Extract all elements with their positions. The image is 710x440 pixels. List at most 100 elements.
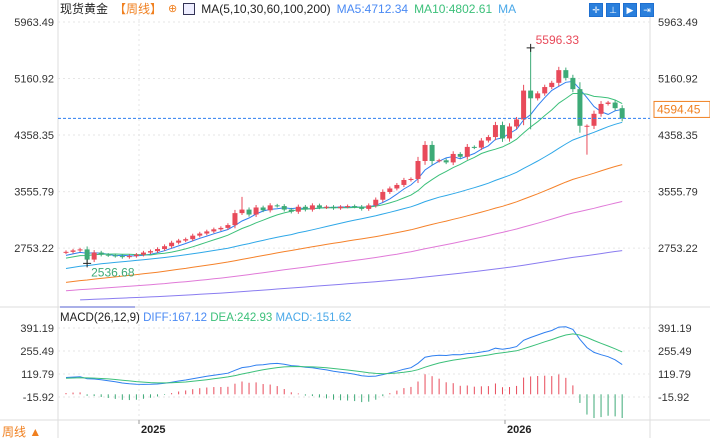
candle-body bbox=[169, 242, 175, 247]
candle-body bbox=[147, 251, 153, 253]
candle-body bbox=[316, 205, 322, 208]
x-axis-label: 2025 bbox=[141, 424, 165, 436]
candle-body bbox=[98, 252, 104, 255]
candle-body bbox=[436, 160, 442, 162]
range-icon[interactable]: ⊥ bbox=[606, 3, 620, 17]
candle-body bbox=[563, 70, 569, 78]
candle-body bbox=[119, 256, 125, 258]
candle-body bbox=[84, 249, 90, 260]
candle-body bbox=[91, 252, 97, 260]
candle-body bbox=[126, 256, 132, 258]
candle-body bbox=[295, 206, 301, 212]
settings-circle-icon[interactable]: ⊕ bbox=[168, 3, 178, 15]
macd-axis-label-left: 255.49 bbox=[20, 346, 54, 358]
candle-body bbox=[352, 206, 358, 208]
macd-dea: DEA:242.93 bbox=[210, 312, 273, 324]
candle-body bbox=[457, 153, 463, 157]
candle-body bbox=[253, 207, 259, 215]
macd-axis-label-left: 119.79 bbox=[21, 369, 54, 381]
candle-body bbox=[528, 90, 534, 99]
chart-header: 现货黄金 【周线】 ⊕ MA(5,10,30,60,100,200) MA5:4… bbox=[60, 2, 516, 16]
candle-body bbox=[556, 70, 562, 83]
candle-body bbox=[549, 82, 555, 88]
candle-body bbox=[443, 160, 449, 163]
candle-body bbox=[584, 125, 590, 127]
ma60-line bbox=[65, 164, 623, 283]
price-axis-label-right: 2753.22 bbox=[658, 243, 698, 255]
candle-body bbox=[485, 137, 491, 141]
candle-body bbox=[380, 191, 386, 200]
candle-body bbox=[359, 206, 365, 209]
candle-body bbox=[598, 103, 604, 114]
price-axis-label-left: 3555.79 bbox=[14, 187, 54, 199]
candle-body bbox=[415, 160, 421, 179]
x-axis-label: 2026 bbox=[507, 424, 531, 436]
period-selector[interactable]: 周线 ▲ bbox=[2, 425, 42, 439]
candle-body bbox=[345, 206, 351, 208]
candle-body bbox=[274, 205, 280, 207]
candle-body bbox=[542, 87, 548, 94]
macd-dea-line bbox=[65, 333, 623, 384]
candle-body bbox=[373, 199, 379, 206]
price-axis-label-left: 2753.22 bbox=[14, 243, 54, 255]
candle-body bbox=[331, 206, 337, 209]
candle-body bbox=[577, 89, 583, 126]
candle-body bbox=[211, 229, 217, 232]
jump-end-icon[interactable]: ⇥ bbox=[640, 3, 654, 17]
candle-body bbox=[591, 113, 597, 126]
candle-body bbox=[288, 209, 294, 212]
candle-body bbox=[570, 77, 576, 90]
ma-chart-icon[interactable] bbox=[183, 3, 196, 15]
ma-params[interactable]: MA(5,10,30,60,100,200) bbox=[201, 2, 331, 16]
candle-body bbox=[387, 188, 393, 192]
macd-header: MACD(26,12,9) DIFF:167.12 DEA:242.93 MAC… bbox=[60, 312, 352, 324]
price-axis-label-left: 5963.49 bbox=[14, 17, 54, 29]
candle-body bbox=[162, 246, 168, 250]
macd-value: MACD:-151.62 bbox=[275, 312, 352, 324]
last-price-box bbox=[653, 100, 710, 118]
candle-body bbox=[77, 249, 83, 251]
candle-body bbox=[140, 252, 146, 255]
candle-body bbox=[105, 254, 111, 256]
candle-body bbox=[338, 206, 344, 209]
price-axis-label-right: 4358.35 bbox=[658, 130, 698, 142]
macd-axis-label-left: 391.19 bbox=[20, 323, 54, 335]
candle-body bbox=[323, 206, 329, 208]
candle-body bbox=[492, 125, 498, 138]
candle-body bbox=[239, 209, 245, 214]
price-axis-label-right: 5160.92 bbox=[658, 74, 698, 86]
price-axis-label-left: 4358.35 bbox=[14, 130, 54, 142]
crosshair-icon[interactable]: ✛ bbox=[589, 3, 603, 17]
min-marker-icon bbox=[83, 259, 92, 268]
max-marker-icon bbox=[526, 43, 535, 52]
candle-body bbox=[471, 146, 477, 148]
ma10-value: MA10:4802.61 bbox=[414, 2, 493, 16]
candle-body bbox=[429, 144, 435, 161]
candle-body bbox=[464, 146, 470, 157]
candle-body bbox=[190, 235, 196, 240]
scroll-right-icon[interactable]: ▶ bbox=[623, 3, 637, 17]
candle-body bbox=[401, 180, 407, 185]
candle-body bbox=[225, 225, 231, 228]
candle-body bbox=[267, 205, 273, 211]
price-axis-label-right: 3555.79 bbox=[658, 187, 698, 199]
candle-body bbox=[204, 231, 210, 234]
ma-more[interactable]: MA bbox=[498, 2, 517, 16]
last-price-label: 4594.45 bbox=[657, 102, 701, 116]
macd-diff-line bbox=[65, 326, 623, 385]
candle-body bbox=[394, 184, 400, 189]
candle-body bbox=[246, 209, 252, 215]
candle-body bbox=[176, 240, 182, 243]
price-axis-label-left: 5160.92 bbox=[14, 74, 54, 86]
macd-axis-label-right: 255.49 bbox=[658, 346, 692, 358]
candle-body bbox=[619, 108, 625, 119]
ma5-value: MA5:4712.34 bbox=[336, 2, 409, 16]
candle-body bbox=[281, 206, 287, 210]
price-axis-label-right: 5963.49 bbox=[658, 17, 698, 29]
candle-body bbox=[507, 126, 513, 139]
macd-axis-label-right: 391.19 bbox=[658, 323, 692, 335]
candle-body bbox=[155, 249, 161, 252]
ma5-line bbox=[65, 80, 623, 257]
period-label[interactable]: 【周线】 bbox=[114, 2, 163, 16]
